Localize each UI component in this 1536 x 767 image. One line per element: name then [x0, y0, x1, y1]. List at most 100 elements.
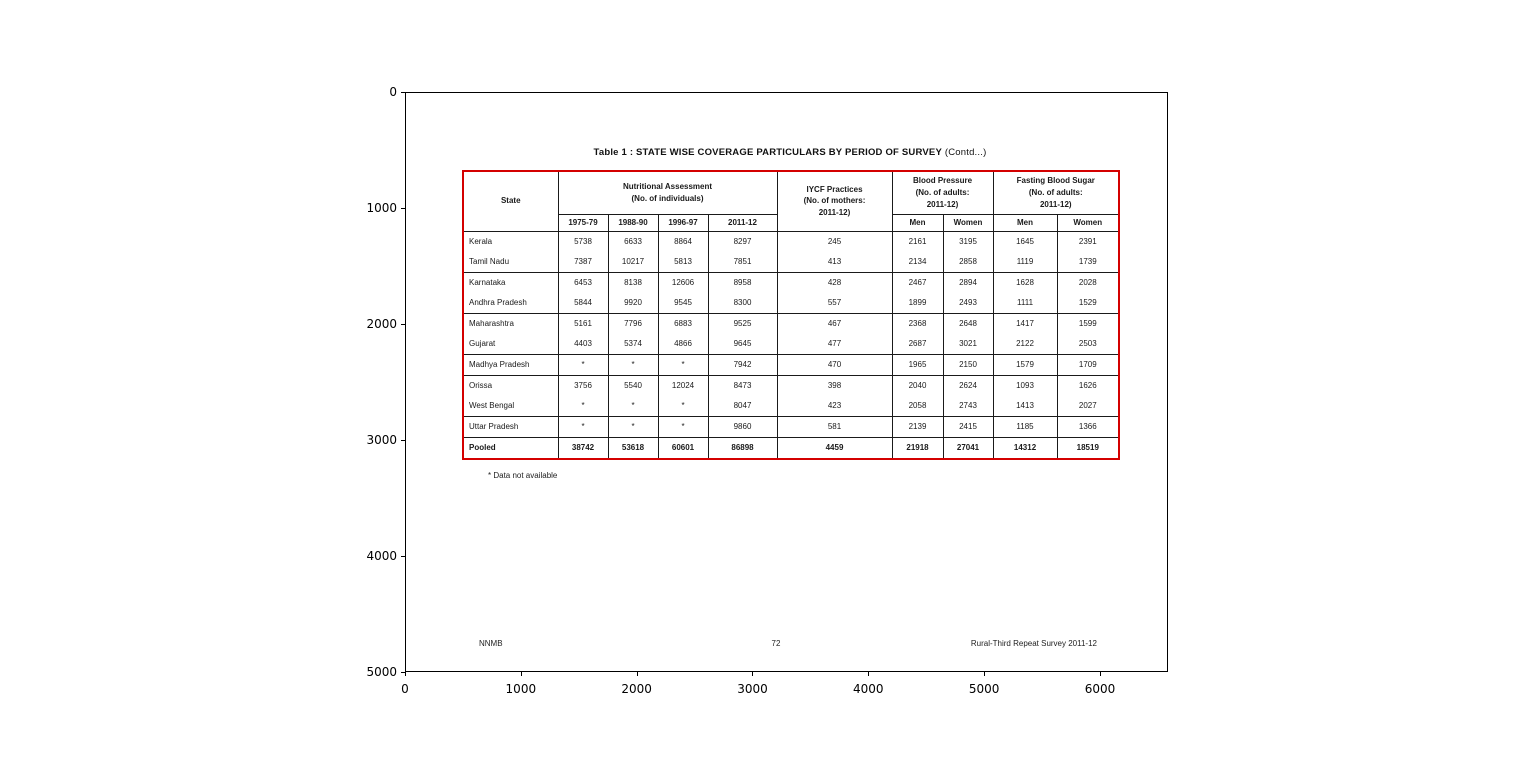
- document-title-main: Table 1 : STATE WISE COVERAGE PARTICULAR…: [593, 147, 942, 158]
- coverage-table: State Nutritional Assessment (No. of ind…: [462, 170, 1121, 460]
- table-cell-value: 3195: [942, 231, 994, 252]
- col-header-fbs-men: Men: [992, 213, 1058, 232]
- table-cell-state: Maharashtra: [462, 313, 559, 334]
- footer-survey-name: Rural-Third Repeat Survey 2011-12: [970, 639, 1097, 648]
- table-row: Maharashtra 5161 7796 6883 9525 467 2368 2648 14…: [462, 313, 1120, 334]
- table-cell-value: 2028: [1056, 272, 1120, 293]
- table-cell-value: 2161: [891, 231, 944, 252]
- table-cell-value: 8473: [707, 375, 778, 396]
- table-cell-value: *: [657, 395, 709, 417]
- table-cell-value: *: [607, 354, 659, 376]
- table-cell-value: 1599: [1056, 313, 1120, 334]
- table-cell-value: 14312: [992, 437, 1058, 459]
- table-cell-value: 6453: [557, 272, 609, 293]
- table-cell-value: 7942: [707, 354, 778, 376]
- table-cell-value: 413: [776, 251, 893, 273]
- table-row: Orissa 3756 5540 12024 8473 398 2040 2624 1093 16…: [462, 375, 1120, 396]
- table-cell-value: 6633: [607, 231, 659, 252]
- x-tick-label: 4000: [853, 682, 884, 696]
- table-cell-state: Karnataka: [462, 272, 559, 293]
- plot-axes: Table 1 : STATE WISE COVERAGE PARTICULAR…: [405, 92, 1168, 672]
- table-cell-value: 8864: [657, 231, 709, 252]
- table-cell-value: 8300: [707, 292, 778, 314]
- table-cell-value: 2134: [891, 251, 944, 273]
- y-tick-mark: [401, 440, 405, 441]
- table-cell-value: 1093: [992, 375, 1058, 396]
- table-cell-value: 398: [776, 375, 893, 396]
- table-cell-value: 4866: [657, 333, 709, 355]
- table-cell-value: 7851: [707, 251, 778, 273]
- col-header-iycf-practices: IYCF Practices (No. of mothers: 2011-12): [776, 170, 893, 232]
- table-cell-value: 10217: [607, 251, 659, 273]
- table-cell-value: *: [557, 395, 609, 417]
- y-tick-mark: [401, 556, 405, 557]
- x-tick-mark: [636, 672, 638, 676]
- table-cell-value: 1645: [992, 231, 1058, 252]
- table-cell-state: Madhya Pradesh: [462, 354, 559, 376]
- table-cell-value: 2368: [891, 313, 944, 334]
- table-cell-value: 1529: [1056, 292, 1120, 314]
- table-cell-value: 4459: [776, 437, 893, 459]
- y-tick-label: 3000: [366, 433, 397, 447]
- table-cell-value: 2493: [942, 292, 994, 314]
- table-row: Uttar Pradesh * * * 9860 581 2139 2415 1185 1366: [462, 416, 1120, 438]
- table-cell-value: 1628: [992, 272, 1058, 293]
- table-cell-value: 4403: [557, 333, 609, 355]
- x-tick-mark: [868, 672, 870, 676]
- table-cell-value: 5738: [557, 231, 609, 252]
- table-cell-value: 7796: [607, 313, 659, 334]
- col-header-bp-women: Women: [942, 213, 994, 232]
- table-cell-value: 467: [776, 313, 893, 334]
- table-cell-value: 9545: [657, 292, 709, 314]
- table-cell-value: 8047: [707, 395, 778, 417]
- table-cell-state: Pooled: [462, 437, 559, 459]
- header-row-periods: 1975-79 1988-90 1996-97 2011-12 Men Wome…: [463, 213, 1120, 232]
- table-cell-value: 53618: [607, 437, 659, 459]
- x-tick-label: 5000: [968, 682, 1000, 696]
- table-cell-value: 2648: [942, 313, 994, 334]
- y-tick-mark: [401, 92, 405, 93]
- table-cell-value: 5813: [657, 251, 709, 273]
- col-header-fbs-women: Women: [1056, 213, 1120, 232]
- table-cell-value: 1899: [891, 292, 944, 314]
- x-tick-label: 2000: [621, 682, 652, 696]
- table-row: Gujarat 4403 5374 4866 9645 477 2687 3021 2122 25…: [462, 333, 1120, 355]
- table-cell-value: 86898: [707, 437, 778, 459]
- table-cell-value: 2503: [1056, 333, 1120, 355]
- col-header-fasting-blood-sugar: Fasting Blood Sugar (No. of adults: 2011…: [992, 170, 1120, 215]
- x-tick-label: 6000: [1084, 682, 1116, 696]
- x-tick-mark: [984, 672, 986, 676]
- table-cell-value: 581: [776, 416, 893, 438]
- x-tick-label: 0: [401, 682, 409, 696]
- table-cell-state: Uttar Pradesh: [462, 416, 559, 438]
- y-tick-label: 0: [389, 85, 397, 99]
- table-cell-value: *: [657, 354, 709, 376]
- document-title-suffix: (Contd...): [942, 147, 987, 158]
- table-cell-value: 1965: [891, 354, 944, 376]
- table-cell-value: *: [557, 416, 609, 438]
- col-header-bp-men: Men: [891, 213, 944, 232]
- table-cell-value: 8297: [707, 231, 778, 252]
- table-row: West Bengal * * * 8047 423 2058 2743 1413 2027: [462, 395, 1120, 417]
- table-cell-value: 2894: [942, 272, 994, 293]
- table-cell-value: 8958: [707, 272, 778, 293]
- table-cell-value: 1626: [1056, 375, 1120, 396]
- table-cell-value: 38742: [557, 437, 609, 459]
- table-cell-value: 1739: [1056, 251, 1120, 273]
- footer-organization: NNMB: [479, 639, 503, 648]
- header-row-groups: State Nutritional Assessment (No. of ind…: [462, 170, 1120, 232]
- table-cell-value: 3021: [942, 333, 994, 355]
- col-header-2011-12: 2011-12: [707, 213, 778, 232]
- table-cell-value: 3756: [557, 375, 609, 396]
- table-cell-value: 1185: [992, 416, 1058, 438]
- table-cell-value: 477: [776, 333, 893, 355]
- x-tick-mark: [752, 672, 754, 676]
- document-title: Table 1 : STATE WISE COVERAGE PARTICULAR…: [462, 147, 1118, 158]
- table-cell-value: 557: [776, 292, 893, 314]
- col-header-nutritional-assessment: Nutritional Assessment (No. of individua…: [557, 170, 778, 215]
- table-cell-value: 21918: [891, 437, 944, 459]
- table-cell-value: 2687: [891, 333, 944, 355]
- table-cell-value: 428: [776, 272, 893, 293]
- table-cell-value: 9645: [707, 333, 778, 355]
- table-row: Kerala 5738 6633 8864 8297 245 2161 3195 1645 239…: [462, 231, 1120, 252]
